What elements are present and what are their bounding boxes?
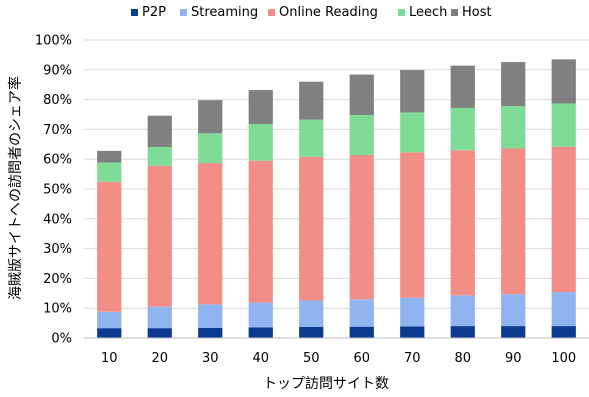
bar-segment-streaming: [400, 297, 425, 327]
bar-segment-online-reading: [349, 155, 374, 300]
legend-swatch: [131, 9, 138, 16]
x-tick-label: 50: [303, 351, 320, 366]
bar-segment-streaming: [198, 304, 223, 328]
bar-segment-host: [450, 65, 475, 108]
x-tick-label: 80: [454, 351, 471, 366]
y-tick-label: 10%: [43, 302, 72, 317]
legend-label: Host: [462, 5, 492, 20]
y-tick-label: 80%: [43, 93, 72, 108]
bar-segment-streaming: [248, 302, 273, 328]
y-tick-label: 0%: [51, 332, 72, 347]
bar-segment-p2p: [551, 326, 576, 338]
bar-segment-leech: [400, 112, 425, 153]
bar-segment-streaming: [349, 299, 374, 327]
bar-segment-host: [198, 100, 223, 134]
bar-segment-online-reading: [400, 152, 425, 298]
x-tick-label: 20: [151, 351, 168, 366]
legend-swatch: [268, 9, 275, 16]
bars: [97, 59, 576, 338]
bar-segment-host: [501, 62, 526, 107]
bar-segment-p2p: [501, 326, 526, 338]
bar-segment-leech: [349, 115, 374, 156]
y-tick-label: 50%: [43, 183, 72, 198]
x-tick-label: 100: [551, 351, 576, 366]
legend-label: Streaming: [191, 5, 258, 20]
bar-segment-p2p: [400, 326, 425, 338]
bar-segment-online-reading: [299, 156, 324, 301]
x-tick-label: 60: [353, 351, 370, 366]
bar-segment-online-reading: [551, 146, 576, 293]
axes: 0% 10% 20% 30% 40% 50% 60% 70% 80% 90% 100% 10 20 30 4…: [35, 34, 589, 366]
bar-segment-online-reading: [248, 160, 273, 303]
bar-segment-leech: [97, 162, 122, 182]
bar-segment-p2p: [349, 326, 374, 338]
bar-segment-p2p: [147, 328, 172, 338]
x-tick-label: 30: [202, 351, 219, 366]
bar-segment-host: [349, 74, 374, 116]
x-tick-label: 70: [404, 351, 421, 366]
bar-segment-host: [299, 81, 324, 120]
bar-segment-streaming: [501, 294, 526, 327]
bar-segment-host: [400, 70, 425, 113]
bar-segment-leech: [198, 133, 223, 164]
bar-segment-p2p: [450, 326, 475, 338]
bar-segment-p2p: [299, 326, 324, 338]
y-tick-label: 30%: [43, 242, 72, 257]
bar-segment-online-reading: [147, 165, 172, 307]
bar-segment-leech: [551, 103, 576, 147]
y-tick-label: 20%: [43, 272, 72, 287]
bar-segment-online-reading: [501, 148, 526, 295]
y-axis-label: 海賊版サイトへの訪問者のシェア率: [7, 76, 24, 300]
bar-segment-online-reading: [97, 181, 122, 312]
bar-segment-p2p: [198, 327, 223, 338]
legend-label: Online Reading: [279, 5, 378, 20]
bar-segment-leech: [501, 106, 526, 149]
bar-segment-leech: [248, 124, 273, 161]
legend-swatch: [398, 9, 405, 16]
bar-segment-streaming: [551, 292, 576, 327]
x-tick-label: 40: [252, 351, 269, 366]
bar-segment-streaming: [97, 311, 122, 329]
x-tick-label: 90: [505, 351, 522, 366]
y-tick-label: 60%: [43, 153, 72, 168]
bar-segment-host: [248, 90, 273, 125]
legend-label: Leech: [409, 5, 447, 20]
bar-segment-streaming: [147, 306, 172, 329]
bar-segment-host: [551, 59, 576, 104]
bar-segment-online-reading: [198, 163, 223, 305]
legend-label: P2P: [142, 5, 166, 20]
legend: P2P Streaming Online Reading Leech Host: [131, 5, 492, 20]
bar-segment-p2p: [248, 327, 273, 338]
legend-swatch: [451, 9, 458, 16]
y-tick-label: 70%: [43, 123, 72, 138]
bar-segment-leech: [450, 107, 475, 151]
bar-segment-p2p: [97, 328, 122, 338]
y-tick-label: 100%: [35, 34, 72, 49]
x-axis-label: トップ訪問サイト数: [263, 376, 389, 392]
bar-segment-leech: [147, 146, 172, 166]
x-tick-label: 10: [101, 351, 118, 366]
bar-segment-streaming: [450, 295, 475, 327]
y-tick-label: 90%: [43, 63, 72, 78]
legend-swatch: [180, 9, 187, 16]
bar-segment-leech: [299, 119, 324, 157]
bar-segment-host: [147, 115, 172, 147]
bar-segment-host: [97, 150, 122, 163]
bar-segment-streaming: [299, 300, 324, 327]
bar-segment-online-reading: [450, 150, 475, 296]
y-tick-label: 40%: [43, 212, 72, 227]
